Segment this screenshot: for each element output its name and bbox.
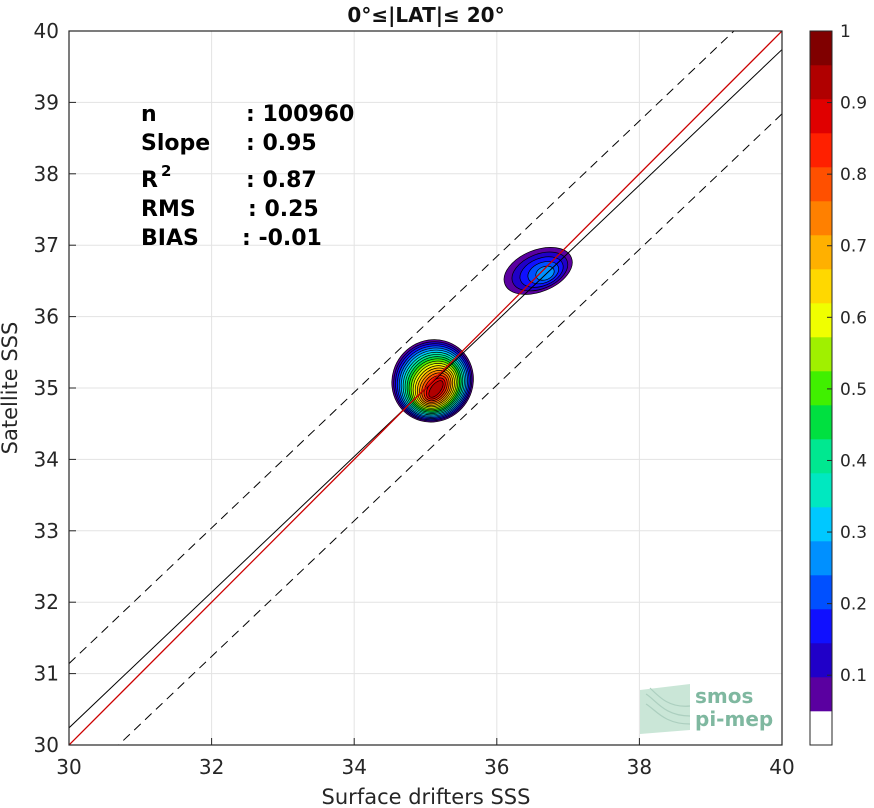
y-tick-label: 33 — [34, 519, 59, 543]
y-tick-label: 34 — [34, 447, 59, 471]
identity-line — [69, 31, 782, 745]
density-contour-main — [428, 380, 444, 398]
x-tick-label: 40 — [769, 755, 794, 779]
colorbar-tick-label: 0.7 — [840, 237, 867, 257]
y-tick-label: 35 — [34, 376, 59, 400]
colorbar-swatch — [810, 133, 832, 168]
colorbar-frame — [809, 30, 833, 746]
colorbar-swatch — [810, 371, 832, 406]
colorbar-swatch — [810, 269, 832, 304]
colorbar-swatch — [810, 609, 832, 644]
colorbar-swatch — [810, 65, 832, 100]
colorbar-swatch — [810, 405, 832, 440]
colorbar-tick-label: 0.2 — [840, 595, 867, 615]
colorbar-swatch — [810, 201, 832, 236]
stat-slope-label: Slope — [141, 131, 210, 156]
stat-n-value: : 100960 — [246, 102, 354, 127]
colorbar-tick-label: 1 — [840, 22, 851, 42]
chart-title: 0°≤|LAT|≤ 20° — [347, 3, 504, 27]
stat-slope-value: : 0.95 — [246, 131, 317, 156]
reference-lines — [69, 31, 782, 745]
y-tick-label: 30 — [34, 733, 59, 757]
grid-lines — [68, 30, 783, 746]
colorbar-swatch — [810, 711, 832, 746]
colorbar-swatch — [810, 677, 832, 712]
colorbar-tick-label: 0.1 — [840, 666, 867, 686]
colorbar-tick-label: 0.3 — [840, 523, 867, 543]
logo-text-pimep: pi-mep — [695, 707, 773, 731]
colorbar-swatch — [810, 541, 832, 576]
x-tick-label: 30 — [56, 755, 81, 779]
stat-rms-label: RMS — [141, 197, 196, 222]
y-tick-label: 40 — [34, 19, 59, 43]
colorbar-tick-label: 0.5 — [840, 380, 867, 400]
stat-r2-label: R — [141, 168, 158, 193]
colorbar-swatch — [810, 235, 832, 270]
logo-text-smos: smos — [695, 684, 753, 708]
colorbar-swatch — [810, 31, 832, 66]
colorbar-tick-label: 0.9 — [840, 94, 867, 114]
colorbar-ticks: 0.1 0.2 0.3 0.4 0.5 0.6 0.7 0.8 0.9 1 — [827, 22, 867, 686]
stat-bias-value: : -0.01 — [242, 226, 322, 251]
stat-n-label: n — [141, 102, 157, 127]
stat-r2-sup: 2 — [161, 162, 171, 180]
colorbar-swatch — [810, 303, 832, 338]
colorbar-swatch — [810, 507, 832, 542]
y-tick-label: 36 — [34, 305, 59, 329]
stat-rms-value: : 0.25 — [248, 197, 319, 222]
x-axis-label: Surface drifters SSS — [322, 785, 531, 808]
colorbar-swatch — [810, 473, 832, 508]
x-tick-label: 38 — [627, 755, 652, 779]
colorbar-swatch — [810, 99, 832, 134]
y-tick-label: 32 — [34, 590, 59, 614]
x-tick-label: 32 — [199, 755, 224, 779]
logo-wave-icon — [640, 684, 691, 734]
x-axis-ticks: 30 32 34 36 38 40 — [56, 738, 795, 779]
y-tick-label: 39 — [34, 90, 59, 114]
y-axis-label: Satellite SSS — [0, 322, 22, 455]
y-tick-label: 37 — [34, 233, 59, 257]
stat-r2-value: : 0.87 — [246, 168, 317, 193]
colorbar-swatch — [810, 575, 832, 610]
y-tick-label: 31 — [34, 662, 59, 686]
colorbar-swatch — [810, 439, 832, 474]
colorbar-swatch — [810, 337, 832, 372]
colorbar-swatch — [810, 167, 832, 202]
colorbar-swatch — [810, 643, 832, 678]
colorbar-tick-label: 0.4 — [840, 451, 867, 471]
y-axis-ticks: 30 31 32 33 34 35 36 37 38 39 40 — [34, 19, 76, 757]
stat-bias-label: BIAS — [141, 226, 199, 251]
stats-box: n : 100960 Slope : 0.95 R 2 : 0.87 RMS :… — [141, 102, 354, 251]
y-tick-label: 38 — [34, 162, 59, 186]
colorbar-tick-label: 0.8 — [840, 165, 867, 185]
x-tick-label: 36 — [484, 755, 509, 779]
smos-pimep-logo: smos pi-mep — [640, 684, 773, 734]
colorbar — [809, 30, 833, 746]
x-tick-label: 34 — [341, 755, 366, 779]
colorbar-tick-label: 0.6 — [840, 308, 867, 328]
